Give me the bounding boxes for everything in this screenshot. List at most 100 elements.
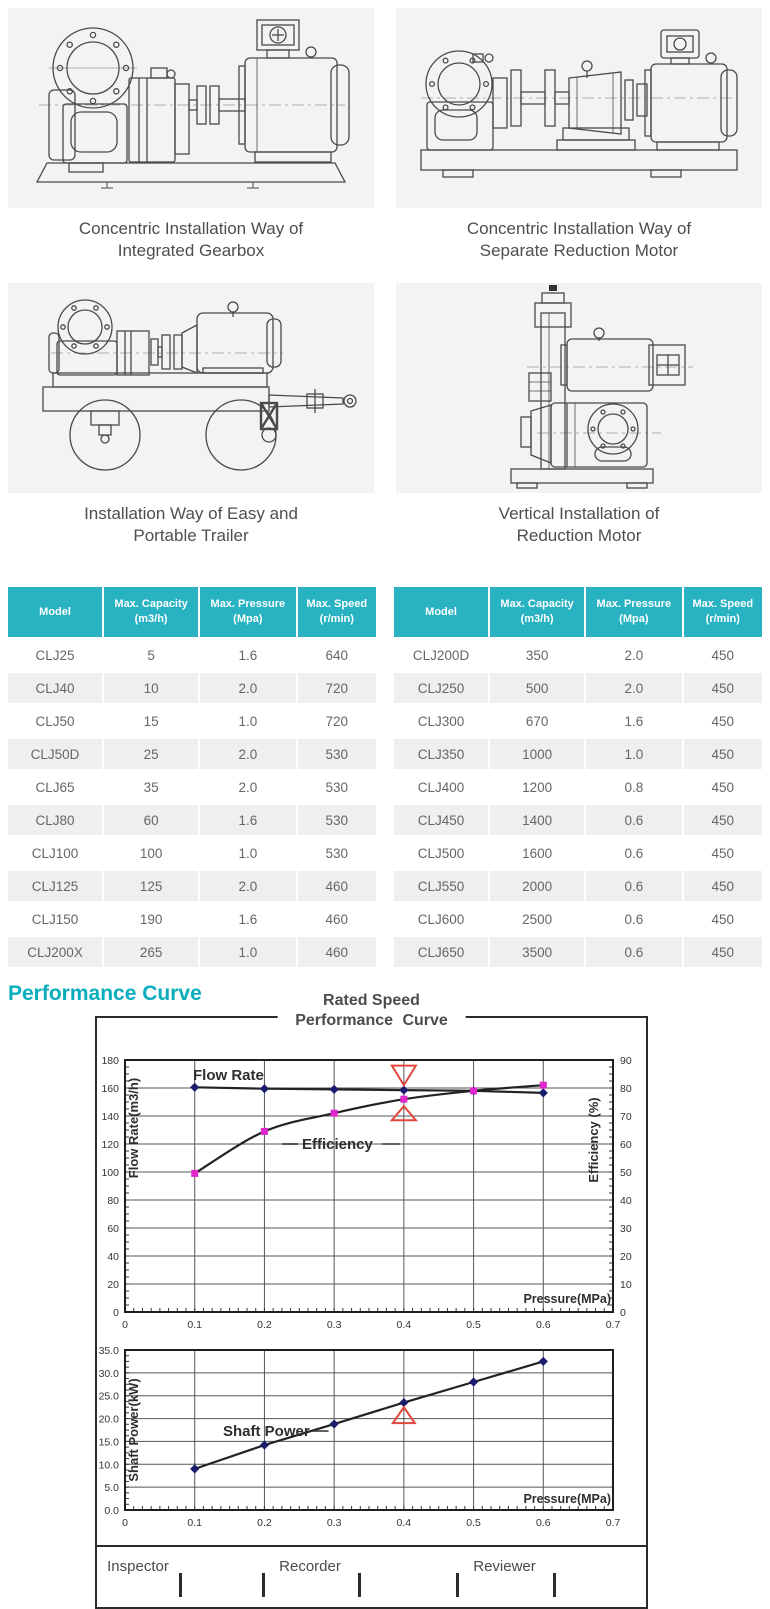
shaft-power-chart: 0.0 5.0 10.0 15.0 20.0 25.0 30.0 35.0 0 0.1 0.2 0.3… — [99, 1345, 621, 1529]
drawing-card-portable-trailer: Installation Way of Easy and Portable Tr… — [8, 283, 374, 568]
cell: 350 — [490, 640, 585, 671]
svg-text:40: 40 — [620, 1195, 632, 1207]
svg-text:120: 120 — [101, 1139, 119, 1151]
cell: 460 — [297, 937, 376, 968]
svg-text:0: 0 — [122, 1319, 128, 1331]
svg-text:Flow Rate: Flow Rate — [193, 1067, 264, 1084]
svg-text:0.4: 0.4 — [397, 1517, 412, 1529]
footer-inspector-label: Inspector — [107, 1558, 169, 1576]
svg-text:140: 140 — [101, 1111, 119, 1123]
table-row: CLJ50 15 1.0 720 — [8, 706, 376, 737]
svg-text:10: 10 — [620, 1279, 632, 1291]
cell: 720 — [297, 706, 376, 737]
header-row: Model Max. Capacity (m3/h) Max. Pressure (Mp… — [8, 587, 376, 638]
cell: 1400 — [490, 805, 585, 836]
cell: 1000 — [490, 739, 585, 770]
cell: 35 — [104, 772, 199, 803]
cell: 2.0 — [200, 739, 296, 770]
cell: CLJ50D — [8, 739, 103, 770]
cell: CLJ150 — [8, 904, 103, 935]
column-header: Max. Pressure (Mpa) — [586, 587, 682, 638]
svg-text:30.0: 30.0 — [99, 1368, 120, 1380]
cell: 1.6 — [200, 904, 296, 935]
cell: 1.0 — [200, 706, 296, 737]
cell: 190 — [104, 904, 199, 935]
svg-text:0.1: 0.1 — [187, 1319, 202, 1331]
spec-table-left: Model Max. Capacity (m3/h) Max. Pressure (Mp… — [6, 584, 378, 970]
portable-trailer-drawing — [8, 283, 374, 494]
cell: CLJ400 — [394, 772, 489, 803]
vertical-reduction-motor-drawing — [396, 283, 762, 494]
cell: CLJ250 — [394, 673, 489, 704]
cell: 2500 — [490, 904, 585, 935]
cell: CLJ50 — [8, 706, 103, 737]
performance-curve-heading: Performance Curve — [8, 982, 202, 1006]
cell: 640 — [297, 640, 376, 671]
cell: 450 — [683, 739, 762, 770]
footer-divider — [358, 1573, 361, 1598]
svg-text:0.7: 0.7 — [606, 1517, 621, 1529]
svg-text:15.0: 15.0 — [99, 1437, 120, 1449]
drawing-caption: Installation Way of Easy and Portable Tr… — [84, 504, 298, 546]
cell: 1.0 — [200, 937, 296, 968]
svg-text:5.0: 5.0 — [104, 1483, 119, 1495]
cell: 720 — [297, 673, 376, 704]
svg-text:0.7: 0.7 — [606, 1319, 621, 1331]
svg-text:Efficiency: Efficiency — [302, 1136, 374, 1153]
spec-tables-section: Model Max. Capacity (m3/h) Max. Pressure (Mp… — [0, 568, 770, 970]
cell: 460 — [297, 871, 376, 902]
cell: 2.0 — [200, 673, 296, 704]
cell: CLJ125 — [8, 871, 103, 902]
column-header: Model — [8, 587, 103, 638]
cell: CLJ500 — [394, 838, 489, 869]
cell: 450 — [683, 673, 762, 704]
cell: 450 — [683, 772, 762, 803]
figure-title-line2: Performance Curve — [295, 1012, 448, 1030]
column-header: Model — [394, 587, 489, 638]
svg-text:Flow Rate(m3/h): Flow Rate(m3/h) — [126, 1078, 141, 1178]
cell: 670 — [490, 706, 585, 737]
cell: CLJ200X — [8, 937, 103, 968]
table-row: CLJ50D 25 2.0 530 — [8, 739, 376, 770]
cell: CLJ350 — [394, 739, 489, 770]
footer-recorder-label: Recorder — [279, 1558, 341, 1576]
cell: 450 — [683, 937, 762, 968]
pump-vertical-illustration — [510, 285, 693, 489]
svg-text:0.3: 0.3 — [327, 1517, 342, 1529]
svg-text:0: 0 — [620, 1307, 626, 1319]
table-row: CLJ125 125 2.0 460 — [8, 871, 376, 902]
svg-text:0.4: 0.4 — [397, 1319, 412, 1331]
svg-text:20: 20 — [107, 1279, 119, 1291]
cell: 1.6 — [200, 640, 296, 671]
svg-text:160: 160 — [101, 1083, 119, 1095]
footer-divider — [262, 1573, 265, 1598]
svg-text:0.0: 0.0 — [104, 1505, 119, 1517]
table-row: CLJ600 2500 0.6 450 — [394, 904, 762, 935]
cell: 1600 — [490, 838, 585, 869]
svg-text:0: 0 — [113, 1307, 119, 1319]
cell: 2.0 — [200, 871, 296, 902]
svg-text:0.1: 0.1 — [187, 1517, 202, 1529]
drawing-card-vertical-reduction-motor: Vertical Installation of Reduction Motor — [396, 283, 762, 568]
cell: 15 — [104, 706, 199, 737]
cell: 530 — [297, 772, 376, 803]
svg-text:Pressure(MPa): Pressure(MPa) — [523, 1292, 611, 1306]
pump-integrated-gearbox-illustration — [35, 19, 350, 189]
table-row: CLJ200D 350 2.0 450 — [394, 640, 762, 671]
cell: 450 — [683, 706, 762, 737]
svg-text:0.3: 0.3 — [327, 1319, 342, 1331]
cell: 450 — [683, 904, 762, 935]
column-header: Max. Speed (r/min) — [297, 587, 376, 638]
svg-text:20.0: 20.0 — [99, 1414, 120, 1426]
cell: 2.0 — [586, 640, 682, 671]
table-row: CLJ450 1400 0.6 450 — [394, 805, 762, 836]
svg-text:20: 20 — [620, 1251, 632, 1263]
cell: CLJ600 — [394, 904, 489, 935]
svg-text:70: 70 — [620, 1111, 632, 1123]
svg-text:30: 30 — [620, 1223, 632, 1235]
cell: 1200 — [490, 772, 585, 803]
cell: CLJ100 — [8, 838, 103, 869]
svg-text:25.0: 25.0 — [99, 1391, 120, 1403]
table-row: CLJ650 3500 0.6 450 — [394, 937, 762, 968]
svg-text:100: 100 — [101, 1167, 119, 1179]
